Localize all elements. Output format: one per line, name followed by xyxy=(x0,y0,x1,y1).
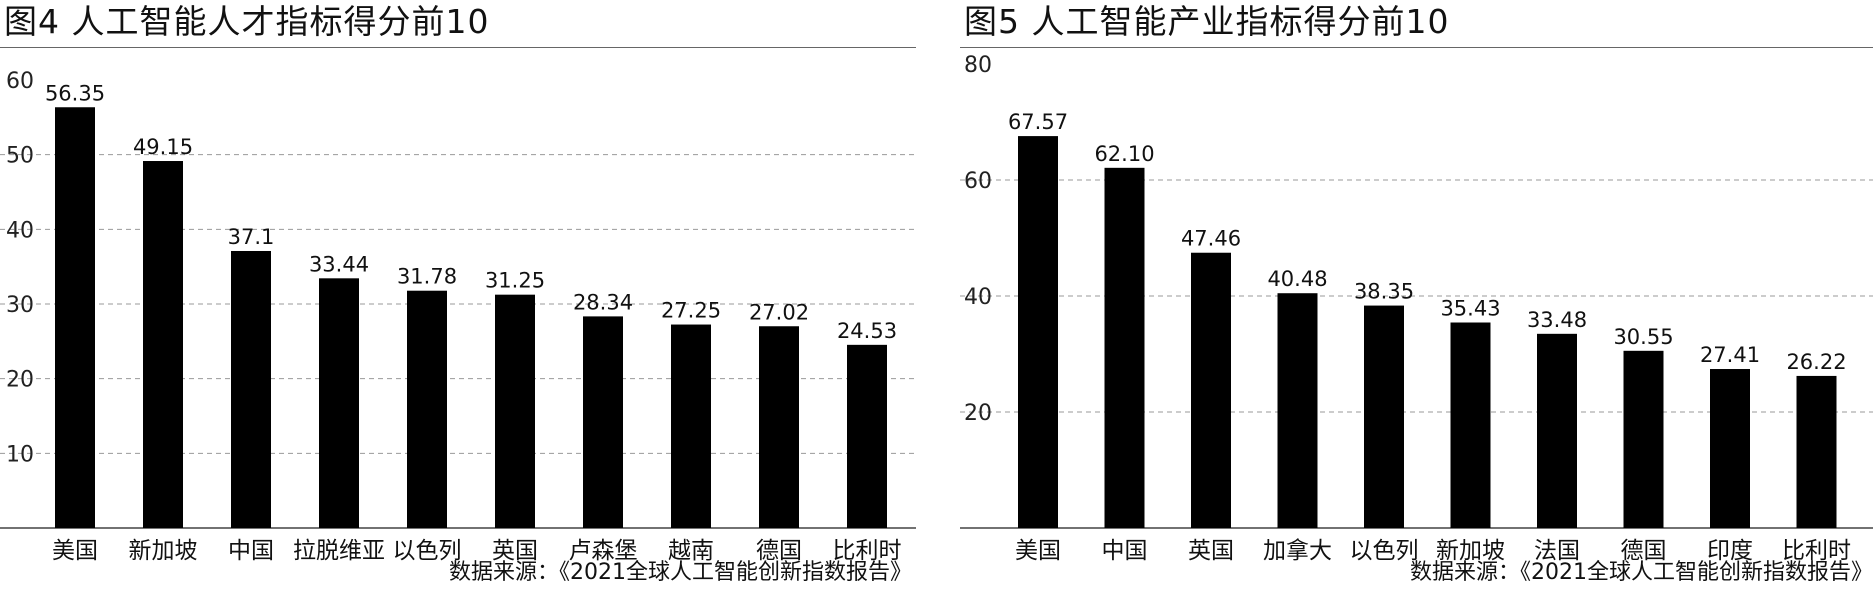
x-category-label: 卢森堡 xyxy=(569,538,638,564)
y-tick-label: 60 xyxy=(964,169,992,194)
bar xyxy=(1796,375,1837,528)
x-category-label: 新加坡 xyxy=(129,538,198,564)
y-tick-label: 60 xyxy=(6,69,34,94)
bar-value-label: 35.43 xyxy=(1440,297,1500,321)
x-category-label: 以色列 xyxy=(393,538,462,564)
x-category-label: 新加坡 xyxy=(1436,538,1505,564)
bar-value-label: 67.57 xyxy=(1008,110,1068,134)
bar-value-label: 31.78 xyxy=(397,265,457,289)
bar-value-label: 30.55 xyxy=(1613,325,1673,349)
bar-value-label: 27.02 xyxy=(749,300,809,324)
bar xyxy=(1623,350,1664,528)
data-source-note: 数据来源：《2021全球人工智能创新指数报告》 xyxy=(1410,560,1873,585)
talent-chart-panel: 图4 人工智能人才指标得分前10 10 20 30 40 50 60 56.35 美国 49.1… xyxy=(0,0,916,589)
bar xyxy=(1191,252,1231,528)
bar-value-label: 27.41 xyxy=(1700,343,1760,367)
bar-value-label: 49.15 xyxy=(133,135,193,159)
bar xyxy=(231,250,271,528)
y-tick-label: 20 xyxy=(6,368,34,393)
bar xyxy=(583,316,623,528)
y-tick-label: 80 xyxy=(964,53,992,78)
bar xyxy=(1450,322,1491,528)
x-category-label: 比利时 xyxy=(833,538,902,564)
bar-value-label: 37.1 xyxy=(228,225,275,249)
bar-value-label: 33.44 xyxy=(309,252,369,276)
x-category-label: 越南 xyxy=(668,538,714,564)
bar xyxy=(55,107,95,529)
bar-value-label: 38.35 xyxy=(1354,280,1414,304)
bar xyxy=(1364,305,1404,528)
y-tick-label: 40 xyxy=(964,285,992,310)
x-category-label: 英国 xyxy=(492,538,538,564)
x-category-label: 以色列 xyxy=(1350,538,1419,564)
y-tick-label: 50 xyxy=(6,144,34,169)
x-category-label: 印度 xyxy=(1707,538,1753,564)
bar xyxy=(759,326,799,528)
bar xyxy=(1537,333,1577,528)
y-tick-label: 30 xyxy=(6,293,34,318)
bar xyxy=(1104,167,1145,528)
bar-value-label: 24.53 xyxy=(837,319,897,343)
y-tick-label: 40 xyxy=(6,218,34,243)
bar-value-label: 28.34 xyxy=(573,290,633,314)
y-tick-label: 10 xyxy=(6,442,34,467)
bar xyxy=(407,290,447,528)
bar xyxy=(671,324,711,528)
x-category-label: 德国 xyxy=(756,538,802,564)
data-source-note: 数据来源：《2021全球人工智能创新指数报告》 xyxy=(449,560,912,585)
x-category-label: 美国 xyxy=(52,538,98,564)
title-divider xyxy=(0,47,916,48)
bar-value-label: 62.10 xyxy=(1094,142,1154,166)
bar-value-label: 27.25 xyxy=(661,299,721,323)
bar-value-label: 31.25 xyxy=(485,269,545,293)
y-tick-label: 20 xyxy=(964,401,992,426)
x-category-label: 法国 xyxy=(1534,538,1580,564)
x-category-label: 拉脱维亚 xyxy=(293,538,385,564)
x-category-label: 中国 xyxy=(228,538,274,564)
x-category-label: 比利时 xyxy=(1782,538,1851,564)
bar-value-label: 33.48 xyxy=(1527,308,1587,332)
bar xyxy=(1018,136,1058,528)
bar xyxy=(1710,369,1750,528)
bar-value-label: 26.22 xyxy=(1786,350,1846,374)
x-category-label: 加拿大 xyxy=(1263,537,1332,564)
x-category-label: 德国 xyxy=(1621,538,1667,564)
talent-bar-chart: 10 20 30 40 50 60 56.35 美国 49.15 新加坡 37.1 中国 33.44 拉脱… xyxy=(0,69,916,564)
bar xyxy=(143,161,183,528)
x-category-label: 美国 xyxy=(1015,538,1061,564)
bar-value-label: 47.46 xyxy=(1181,227,1241,251)
bar-value-label: 56.35 xyxy=(45,81,105,105)
industry-chart-panel: 图5 人工智能产业指标得分前10 20 40 60 80 67.57 美国 62.10 中国 4… xyxy=(960,0,1873,589)
title-divider xyxy=(960,47,1873,48)
chart-title: 图4 人工智能人才指标得分前10 xyxy=(4,2,490,41)
bar xyxy=(847,344,887,528)
industry-bar-chart: 20 40 60 80 67.57 美国 62.10 中国 47.46 英国 40.48 加拿大 38.… xyxy=(960,53,1873,564)
bar-value-label: 40.48 xyxy=(1267,267,1327,291)
x-category-label: 中国 xyxy=(1102,538,1148,564)
bar xyxy=(495,294,535,528)
chart-title: 图5 人工智能产业指标得分前10 xyxy=(964,2,1450,41)
bar xyxy=(319,278,359,528)
x-category-label: 英国 xyxy=(1188,538,1234,564)
bar xyxy=(1277,293,1318,528)
